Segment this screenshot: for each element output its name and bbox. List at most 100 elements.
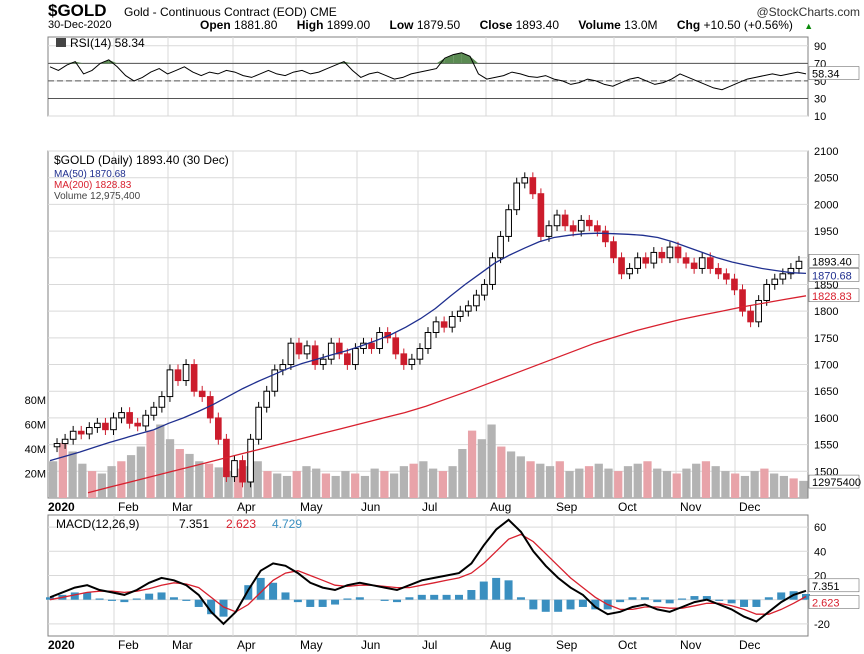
rsi-overbought-fill <box>75 61 84 64</box>
high-label: High <box>296 18 324 32</box>
rsi-last-value-box <box>808 66 860 80</box>
volume-bar <box>156 424 165 498</box>
volume-bar <box>692 463 701 498</box>
candle-body <box>731 278 738 291</box>
macd-histogram-bar <box>46 597 54 600</box>
volume-bar <box>545 466 555 498</box>
candle-body <box>666 246 674 259</box>
candle-body <box>85 427 93 435</box>
price-tick-label: 1600 <box>814 413 838 425</box>
volume-bar <box>458 449 467 498</box>
candle-body <box>755 299 762 323</box>
price-month-label: Dec <box>739 500 760 514</box>
candle-body <box>440 321 448 328</box>
macd-histogram-bar <box>120 599 129 603</box>
volume-bar <box>49 461 58 498</box>
ohlc-readout: Open 1881.80 High 1899.00 Low 1879.50 Cl… <box>200 18 829 32</box>
rsi-tick-label: 10 <box>814 111 826 123</box>
macd-month-label: Nov <box>680 638 701 652</box>
macd-histogram-bar <box>355 597 364 600</box>
macd-tick-label: -20 <box>814 619 830 631</box>
volume-bar <box>409 463 418 498</box>
macd-histogram-bar <box>554 599 563 612</box>
price-month-label: Oct <box>618 500 637 514</box>
price-tick-label: 2000 <box>814 199 838 211</box>
macd-histogram-bar <box>727 599 736 604</box>
volume-bar <box>331 475 340 498</box>
candle-body <box>497 235 504 259</box>
volume-bar <box>672 473 681 498</box>
candle-body <box>674 246 682 259</box>
macd-histogram-bar <box>219 599 228 617</box>
candle-body <box>787 267 795 275</box>
volume-bar <box>584 466 594 498</box>
price-tick-label: 1700 <box>814 360 838 372</box>
macd-histogram-bar <box>182 599 191 601</box>
candle-body <box>747 310 754 323</box>
volume-bar <box>506 451 516 498</box>
chart-header: $GOLD Gold - Continuous Contract (EOD) C… <box>0 0 864 34</box>
macd-histogram-bar <box>529 599 538 610</box>
price-tick-label: 2050 <box>814 173 838 185</box>
macd-month-label: Jul <box>422 638 437 652</box>
candle-body <box>594 225 601 232</box>
macd-histogram-bar <box>194 599 203 607</box>
macd-signal-value: 2.623 <box>226 517 256 531</box>
volume-bar <box>282 475 292 498</box>
candle-body <box>344 353 351 366</box>
volume-bar <box>321 473 331 498</box>
candle-body <box>400 353 408 366</box>
candle-body <box>432 321 440 334</box>
volume-tick-label: 60M <box>25 420 46 432</box>
macd-histogram-bar <box>256 577 265 600</box>
volume-bar <box>273 473 282 498</box>
candle-body <box>505 209 512 237</box>
volume-bar <box>516 456 525 498</box>
volume-bar <box>341 471 350 498</box>
candle-body <box>53 443 61 448</box>
macd-histogram-bar <box>70 592 79 600</box>
volume-bar <box>594 463 603 498</box>
macd-histogram-bar <box>541 599 550 612</box>
macd-month-label: Dec <box>739 638 760 652</box>
macd-histogram-bar <box>405 597 414 600</box>
macd-histogram-bar <box>516 597 525 600</box>
volume-bar <box>477 439 486 498</box>
volume-bar <box>779 475 789 498</box>
volume-bar <box>253 461 262 498</box>
volume-bar <box>312 468 321 498</box>
candle-body <box>408 358 416 366</box>
volume-bar <box>565 471 574 498</box>
volume-bar <box>604 468 613 498</box>
macd-legend-value: 7.351 <box>179 517 209 531</box>
candle-body <box>134 422 142 427</box>
macd-histogram-bar <box>169 597 178 600</box>
macd-histogram-bar <box>591 599 600 610</box>
rsi-last-value: 58.34 <box>812 69 840 81</box>
macd-histogram-bar <box>740 599 749 607</box>
brand-logo[interactable]: @StockCharts.com <box>756 5 860 19</box>
macd-tick-label: 40 <box>814 546 826 558</box>
macd-last-tag-box <box>808 578 860 593</box>
macd-signal-tag-box <box>808 595 860 609</box>
rsi-frame <box>47 36 809 117</box>
volume-bar <box>214 467 223 498</box>
candle-body <box>634 257 642 269</box>
macd-histogram-bar <box>95 598 104 600</box>
candle-body <box>174 369 182 382</box>
ma50-tag-box <box>808 268 860 282</box>
candle-body <box>682 257 690 264</box>
volume-bar <box>740 475 750 498</box>
macd-histogram-bar <box>132 598 141 600</box>
volume-label: Volume <box>578 18 621 32</box>
volume-legend: Volume 12,975,400 <box>54 191 141 202</box>
candle-body <box>545 225 553 237</box>
macd-month-label: Jun <box>361 638 380 652</box>
rsi-legend: RSI(14) 58.34 <box>70 36 145 50</box>
candle-body <box>513 182 521 211</box>
candle-body <box>190 364 198 392</box>
volume-bar <box>789 478 798 498</box>
macd-histogram-bar <box>454 594 463 600</box>
volume-bar <box>224 471 233 498</box>
candle-body <box>610 241 617 259</box>
